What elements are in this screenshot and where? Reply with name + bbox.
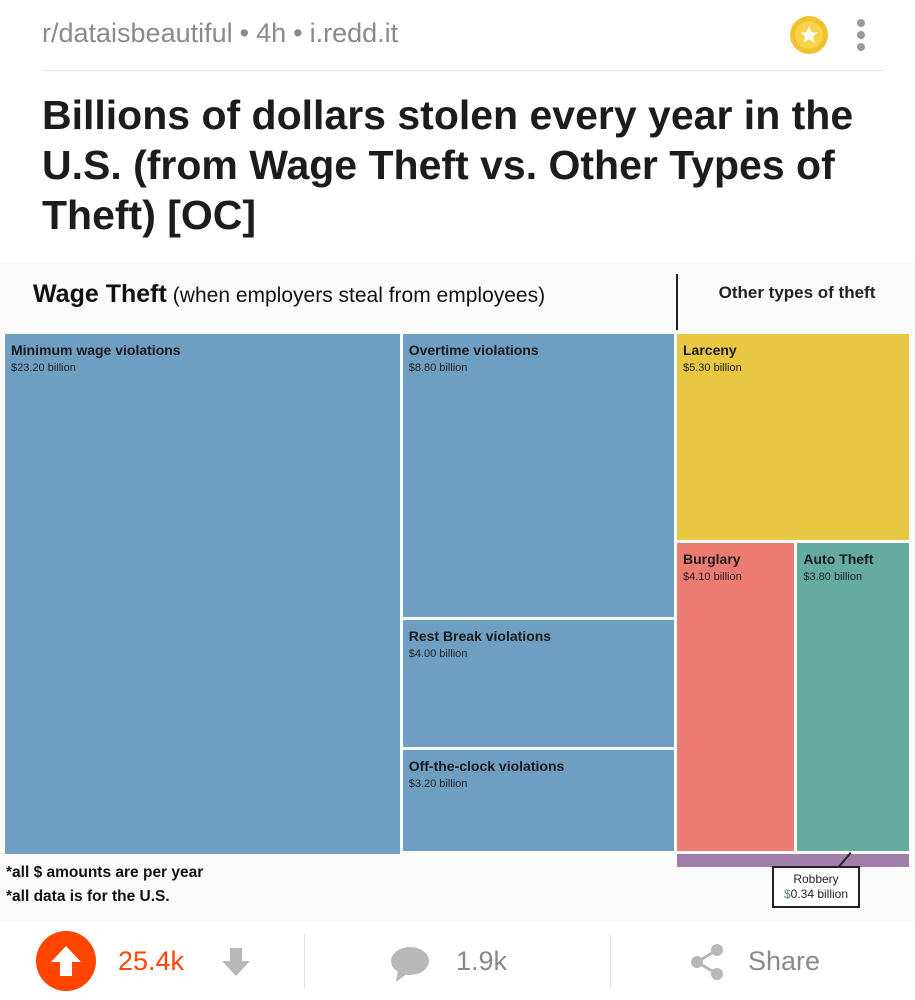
post-meta-bar: r/dataisbeautiful • 4h • i.redd.it [42, 14, 884, 71]
tile-off-the-clock: Off-the-clock violations $3.20 billion [402, 750, 674, 851]
tile-label: Minimum wage violations [11, 342, 181, 358]
tile-minimum-wage: Minimum wage violations $23.20 billion [5, 334, 400, 854]
tile-label: Overtime violations [408, 342, 539, 358]
meta-separator: • [239, 18, 250, 48]
comment-bubble-icon[interactable] [388, 944, 432, 989]
post-meta: r/dataisbeautiful • 4h • i.redd.it [42, 18, 398, 49]
share-button[interactable]: Share [748, 946, 821, 976]
tile-value: $23.20 billion [11, 362, 76, 374]
more-vertical-icon[interactable] [854, 16, 868, 56]
action-separator [304, 934, 305, 988]
tile-value: $3.20 billion [408, 778, 468, 790]
post-title[interactable]: Billions of dollars stolen every year in… [42, 92, 854, 238]
callout-currency: $ [783, 887, 791, 901]
tile-auto-theft: Auto Theft $3.80 billion [797, 542, 909, 851]
tile-label: Auto Theft [803, 550, 874, 567]
downvote-button[interactable] [218, 946, 254, 983]
wage-theft-subtitle: (when employers steal from employees) [172, 284, 546, 307]
tile-overtime: Overtime violations $8.80 billion [402, 334, 674, 617]
share-icon[interactable] [688, 942, 726, 987]
callout-value: $0.34 billion [774, 887, 858, 901]
treemap-chart: Wage Theft (when employers steal from emp… [0, 262, 915, 922]
post-domain-link[interactable]: i.redd.it [309, 18, 399, 48]
tile-larceny: Larceny $5.30 billion [677, 334, 909, 540]
robbery-callout: Robbery $0.34 billion [772, 866, 860, 908]
post-action-bar: 25.4k 1.9k Share [0, 922, 915, 1000]
tile-value: $3.80 billion [803, 570, 863, 583]
wage-theft-title: Wage Theft [33, 280, 167, 308]
other-theft-header: Other types of theft [718, 283, 876, 302]
tile-label: Burglary [683, 550, 741, 567]
subreddit-link[interactable]: r/dataisbeautiful [42, 18, 233, 48]
tile-label: Larceny [683, 342, 737, 358]
tile-value: $5.30 billion [683, 362, 742, 374]
header-divider [676, 274, 678, 330]
tile-burglary: Burglary $4.10 billion [677, 542, 795, 851]
callout-label: Robbery [793, 872, 839, 886]
tile-value: $8.80 billion [408, 362, 468, 374]
upvote-button[interactable] [36, 931, 96, 991]
comment-count[interactable]: 1.9k [456, 946, 508, 976]
wage-theft-header: Wage Theft (when employers steal from emp… [33, 280, 545, 309]
star-award-icon[interactable] [790, 16, 828, 54]
tile-value: $4.00 billion [408, 648, 468, 660]
upvote-arrow-icon [51, 946, 81, 976]
tile-rest-break: Rest Break violations $4.00 billion [402, 620, 674, 747]
footnote-per-year: *all $ amounts are per year [6, 864, 204, 881]
downvote-arrow-icon [222, 948, 250, 976]
tile-label: Off-the-clock violations [408, 758, 565, 774]
meta-separator: • [293, 18, 303, 48]
callout-amount: 0.34 billion [790, 887, 849, 901]
vote-score: 25.4k [118, 946, 185, 976]
footnote-us-data: *all data is for the U.S. [6, 888, 170, 905]
tile-label: Rest Break violations [408, 628, 552, 644]
action-separator [610, 934, 611, 988]
post-age: 4h [256, 18, 287, 48]
tile-value: $4.10 billion [683, 570, 742, 583]
tile-robbery [677, 854, 909, 868]
